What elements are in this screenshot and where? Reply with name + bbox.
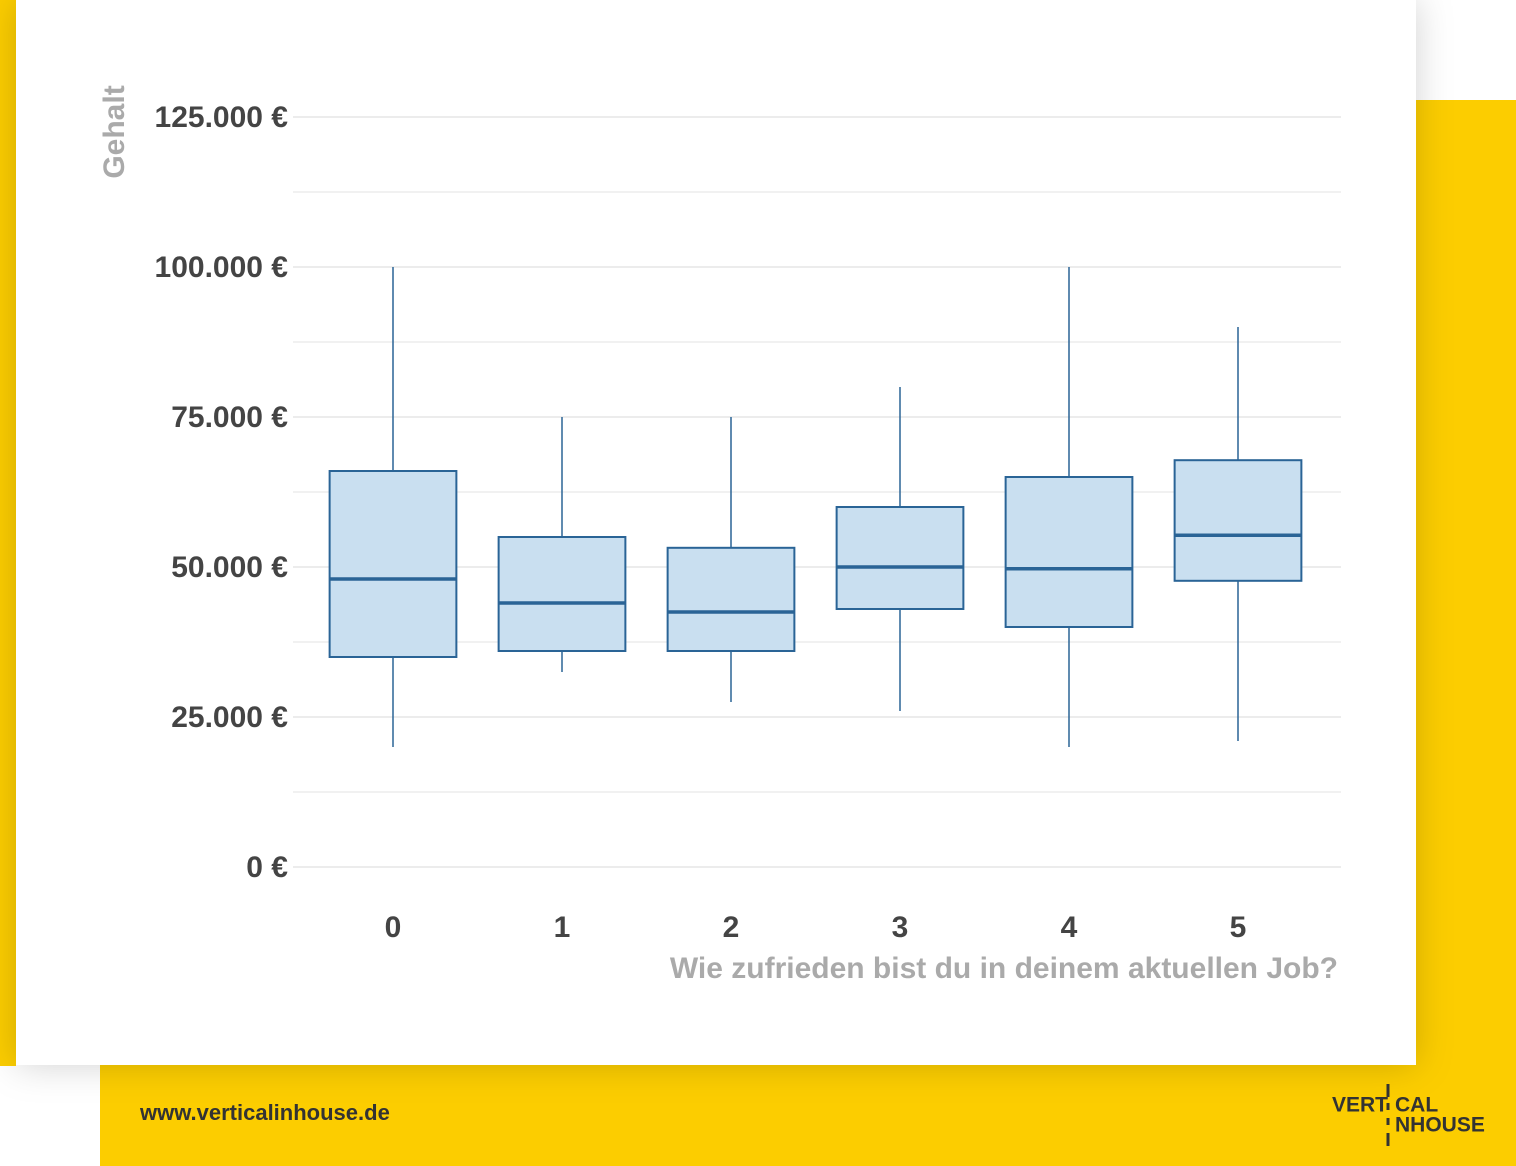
y-tick-label: 25.000 € xyxy=(171,701,288,734)
y-tick-label: 75.000 € xyxy=(171,401,288,434)
x-axis-title: Wie zufrieden bist du in deinem aktuelle… xyxy=(670,952,1338,985)
box xyxy=(1004,476,1134,628)
box xyxy=(328,470,458,658)
x-tick-label: 4 xyxy=(1061,911,1078,944)
x-tick-label: 1 xyxy=(554,911,571,944)
box xyxy=(835,506,965,610)
y-axis-title: Gehalt xyxy=(98,85,131,178)
x-tick-label: 2 xyxy=(723,911,740,944)
yellow-strip xyxy=(0,0,16,1066)
y-tick-label: 125.000 € xyxy=(155,101,289,134)
box xyxy=(666,546,796,652)
logo: VERT CAL NHOUSE xyxy=(1332,1084,1485,1146)
x-tick-label: 0 xyxy=(385,911,402,944)
logo-text: CAL xyxy=(1395,1094,1438,1117)
footer-url: www.verticalinhouse.de xyxy=(139,1100,390,1125)
x-tick-label: 5 xyxy=(1230,911,1247,944)
y-tick-label: 100.000 € xyxy=(155,251,289,284)
box xyxy=(1173,459,1303,582)
x-tick-label: 3 xyxy=(892,911,909,944)
y-tick-label: 50.000 € xyxy=(171,551,288,584)
box xyxy=(497,536,627,652)
logo-text: VERT xyxy=(1332,1094,1388,1117)
logo-text: NHOUSE xyxy=(1395,1114,1485,1137)
y-tick-label: 0 € xyxy=(246,851,288,884)
